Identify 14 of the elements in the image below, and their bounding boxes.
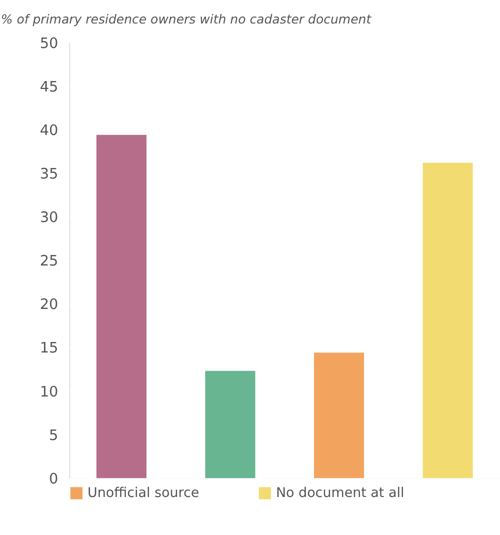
y-tick-label: 0 — [49, 471, 58, 488]
legend-label: No document at all — [276, 486, 404, 502]
y-tick-label: 40 — [40, 122, 58, 139]
legend-label: Unofficial source — [88, 486, 200, 502]
chart-title: % of primary residence owners with no cadaster document — [0, 11, 372, 26]
y-tick-label: 45 — [40, 79, 58, 96]
y-tick-label: 50 — [40, 36, 58, 52]
y-tick-label: 15 — [40, 340, 58, 357]
y-tick-label: 35 — [40, 166, 58, 182]
y-tick-label: 10 — [40, 384, 58, 400]
y-tick-label: 20 — [40, 297, 58, 314]
y-tick-label: 25 — [40, 254, 58, 270]
y-tick-label: 5 — [49, 428, 58, 444]
y-tick-label: 30 — [40, 210, 58, 226]
